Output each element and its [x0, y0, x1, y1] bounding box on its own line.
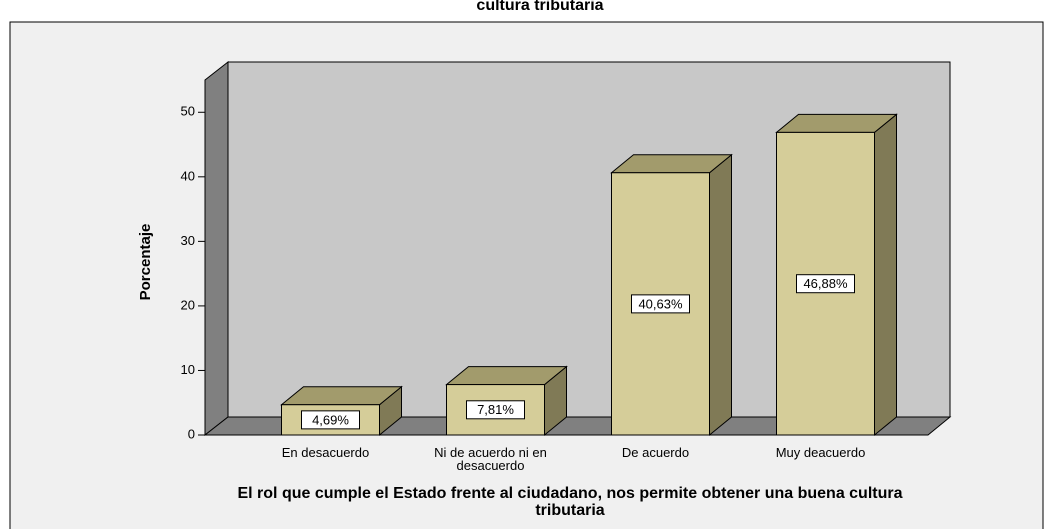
bar-top — [610, 154, 733, 174]
x-tick-label: Muy deacuerdo — [775, 445, 866, 460]
bar — [611, 172, 710, 436]
value-label-box — [796, 274, 855, 294]
y-tick-label: 30 — [181, 233, 195, 248]
x-tick-label: De acuerdo — [621, 445, 690, 460]
bar-top — [280, 386, 403, 406]
bar-side — [709, 153, 732, 437]
x-axis-label: El rol que cumple el Estado frente al ci… — [237, 485, 903, 519]
y-tick-label: 10 — [181, 362, 195, 377]
bar-side — [874, 113, 897, 437]
value-label-box — [301, 410, 360, 430]
value-label: 46,88% — [803, 276, 848, 291]
value-label: 4,69% — [312, 412, 349, 427]
value-label: 7,81% — [477, 402, 514, 417]
left-wall — [204, 60, 229, 437]
chart-title: cultura tributaria — [476, 0, 603, 14]
value-label-box — [631, 294, 690, 314]
bar-top — [445, 366, 568, 386]
y-tick-label: 50 — [181, 104, 195, 119]
bar-top — [775, 113, 898, 133]
value-label: 40,63% — [638, 296, 683, 311]
y-axis-label: Porcentaje — [137, 224, 154, 301]
x-tick-label: Ni de acuerdo ni en desacuerdo — [434, 445, 547, 473]
y-tick-label: 40 — [181, 168, 195, 183]
x-tick-label: En desacuerdo — [281, 445, 370, 460]
y-tick-label: 20 — [181, 297, 195, 312]
value-label-box — [466, 400, 525, 420]
y-tick-label: 0 — [188, 426, 195, 441]
